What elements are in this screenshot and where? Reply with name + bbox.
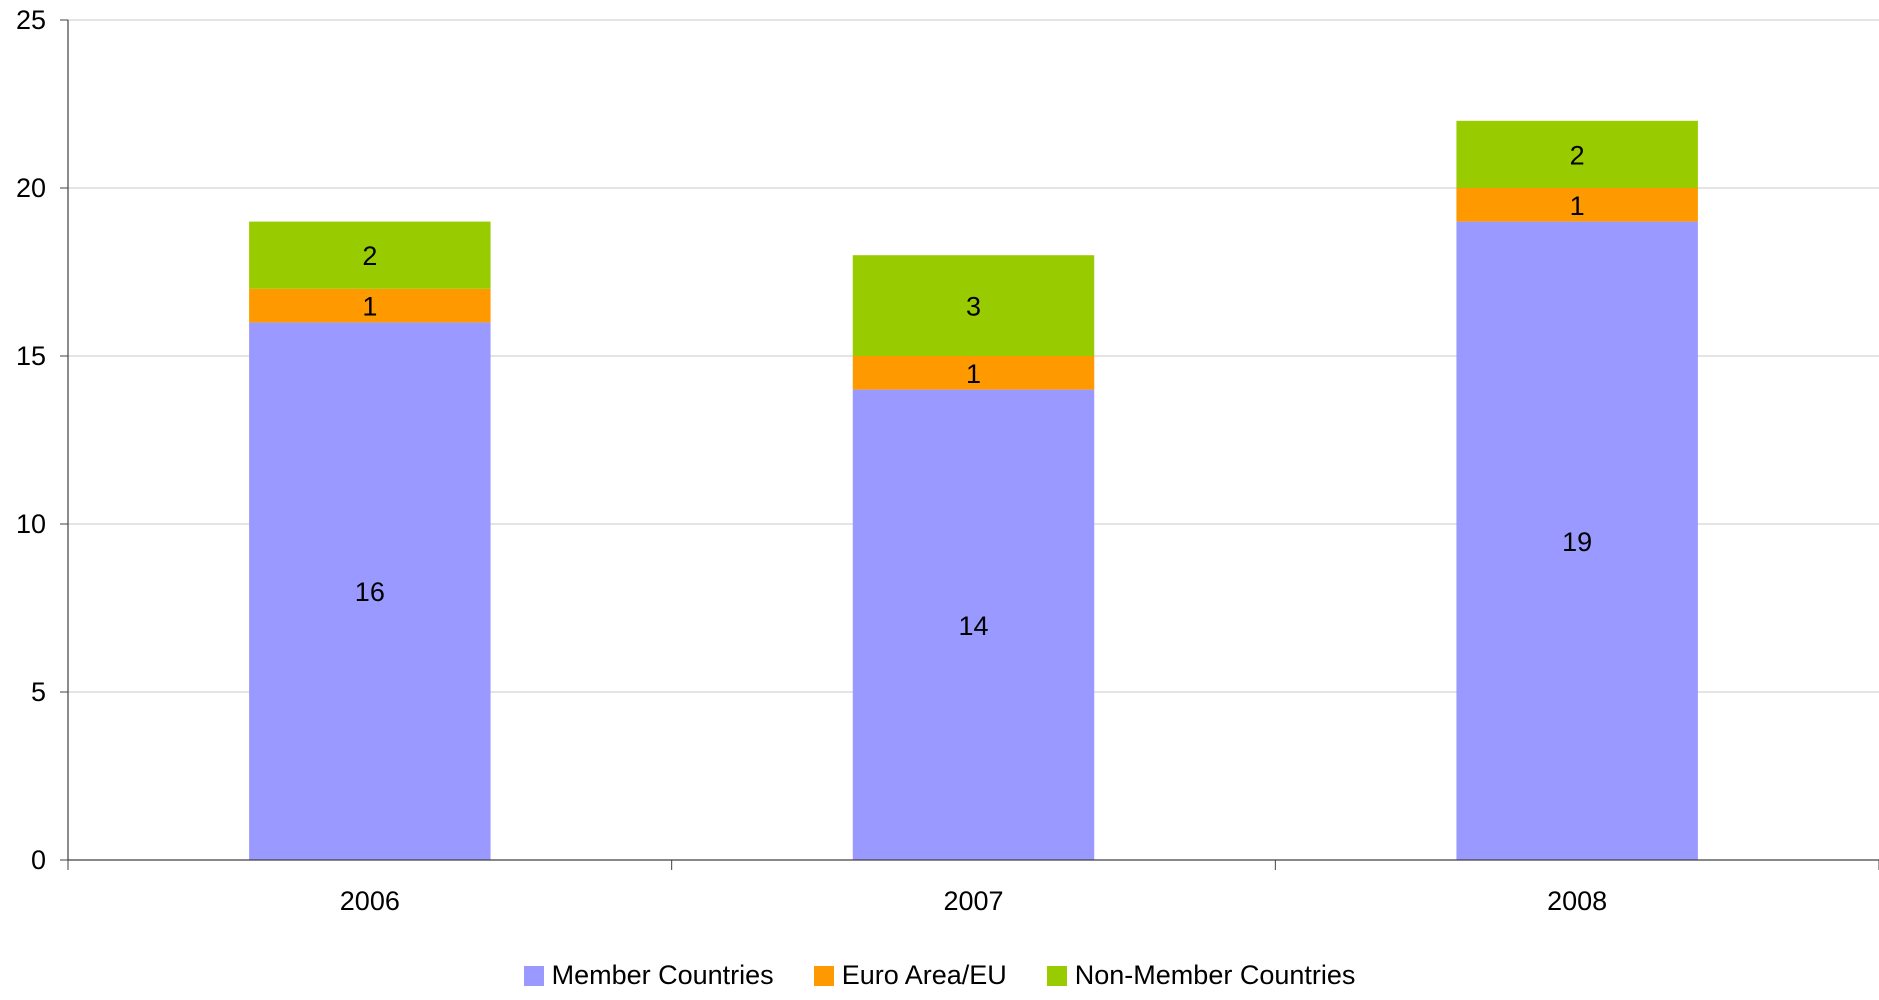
- bar-segment: [1456, 188, 1698, 222]
- data-label: 14: [958, 611, 988, 641]
- chart-plot: 0 5 10 15 20 25 16 1 2 2006 14 1 3 2007 19 1 2 2008: [16, 5, 1879, 916]
- legend-label-member-countries: Member Countries: [551, 960, 774, 990]
- data-label: 16: [355, 577, 385, 607]
- bar-segment: [1456, 221, 1698, 861]
- bar-segment: [852, 356, 1095, 390]
- y-tick-label: 5: [31, 677, 46, 707]
- x-tick-label: 2008: [1547, 886, 1607, 916]
- x-tick-label: 2006: [340, 886, 400, 916]
- y-tick-label: 10: [16, 509, 46, 539]
- legend-swatch-non-member-countries: [1046, 965, 1067, 986]
- bar-segment: [249, 322, 491, 860]
- legend: Member Countries Euro Area/EU Non-Member…: [0, 960, 1879, 991]
- y-tick-label: 20: [16, 173, 46, 203]
- y-tick-label: 15: [16, 341, 46, 371]
- data-label: 2: [362, 241, 377, 271]
- bar-segment: [249, 288, 491, 323]
- legend-item-euro-area-eu: Euro Area/EU: [813, 960, 1007, 991]
- data-label: 2: [1570, 140, 1585, 170]
- bar-segment: [249, 221, 491, 289]
- legend-label-non-member-countries: Non-Member Countries: [1074, 960, 1356, 990]
- data-label: 1: [966, 359, 981, 389]
- x-tick-label: 2007: [943, 886, 1003, 916]
- data-label: 3: [966, 292, 981, 322]
- legend-item-non-member-countries: Non-Member Countries: [1046, 960, 1356, 991]
- legend-swatch-euro-area-eu: [813, 965, 834, 986]
- data-label: 1: [1570, 191, 1585, 221]
- data-label: 19: [1562, 527, 1592, 557]
- y-tick-label: 25: [16, 5, 46, 35]
- bar-segment: [852, 255, 1095, 356]
- legend-item-member-countries: Member Countries: [523, 960, 774, 991]
- bar-segment: [852, 389, 1095, 860]
- legend-label-euro-area-eu: Euro Area/EU: [841, 960, 1007, 990]
- bar-segment: [1456, 120, 1698, 188]
- y-tick-label: 0: [31, 845, 46, 875]
- data-label: 1: [362, 292, 377, 322]
- legend-swatch-member-countries: [523, 965, 544, 986]
